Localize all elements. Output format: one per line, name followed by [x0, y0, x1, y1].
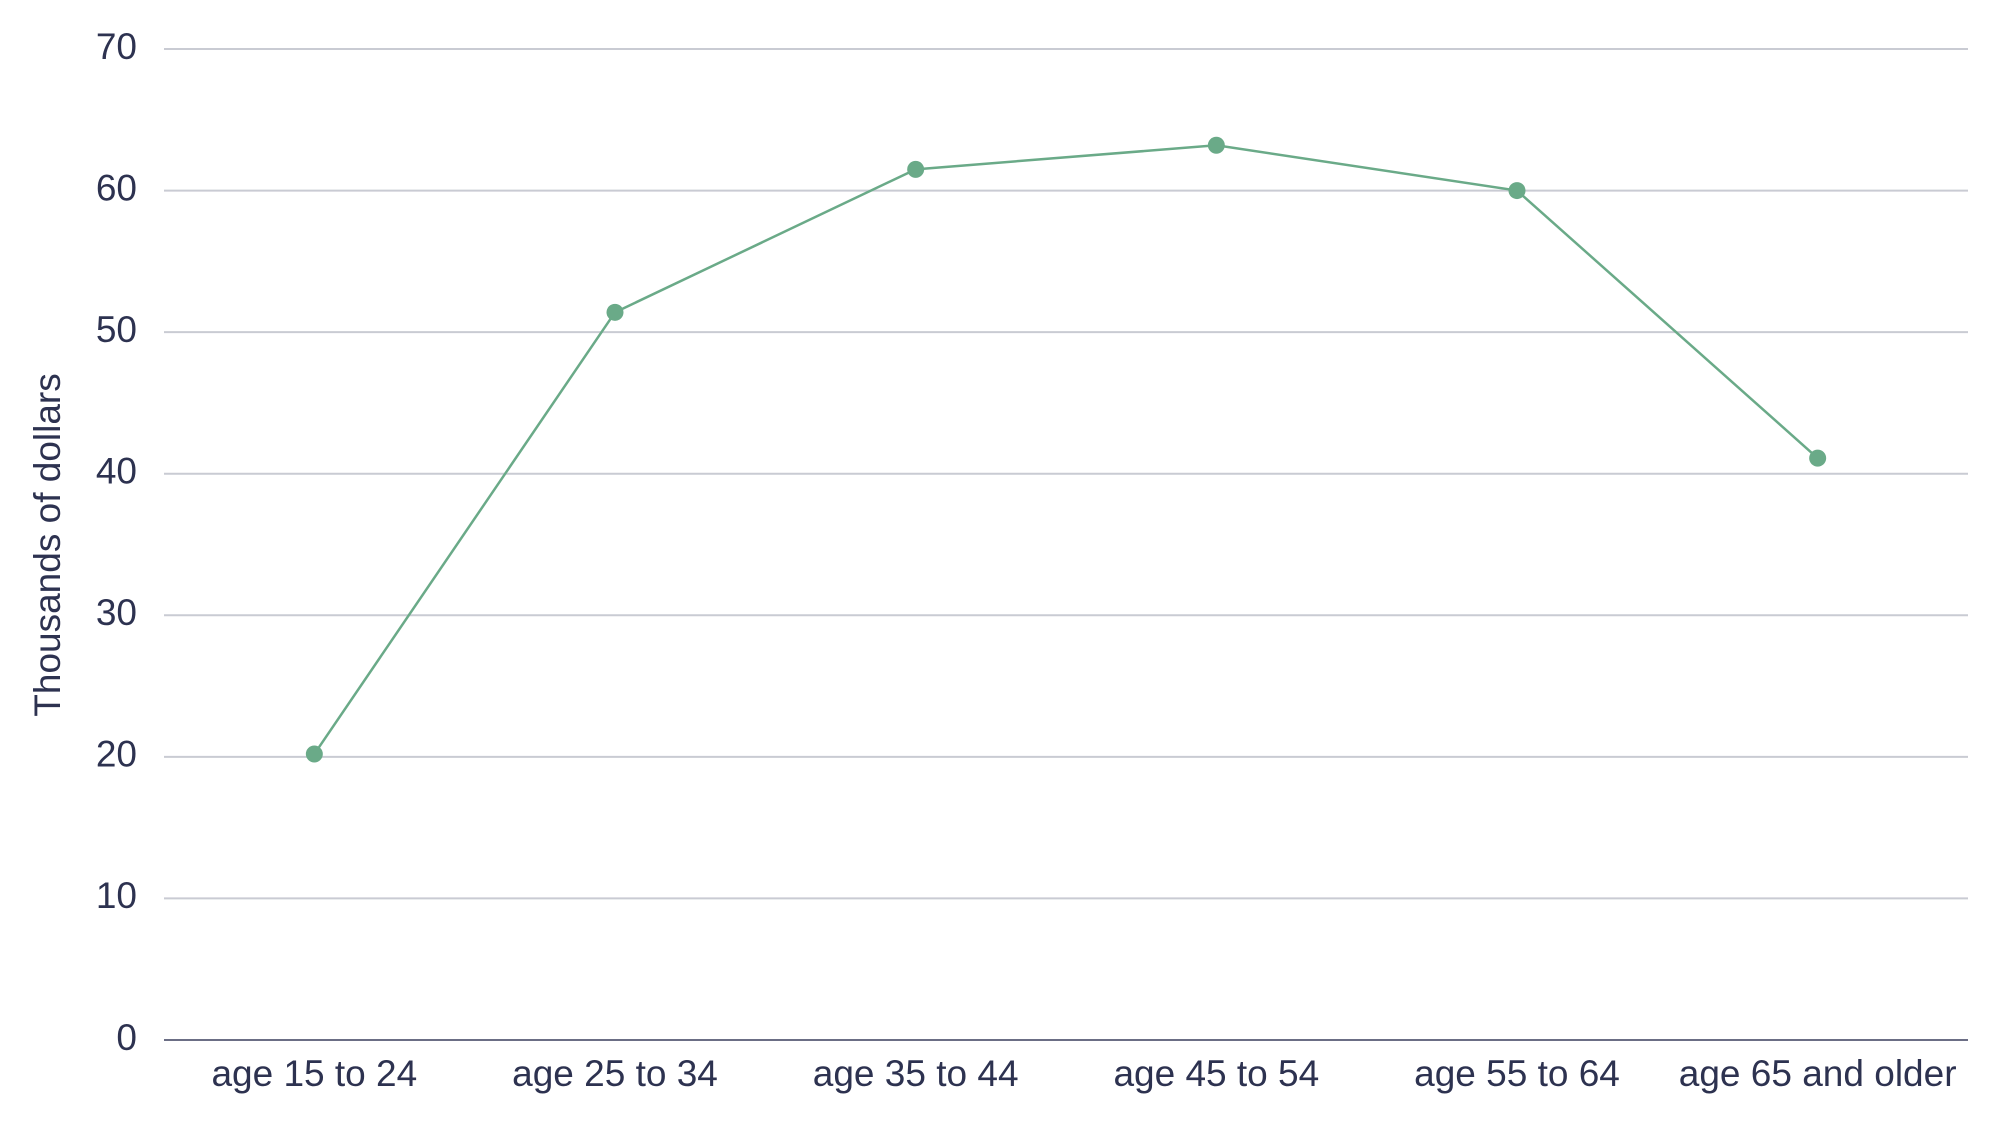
x-tick-label: age 15 to 24 — [211, 1053, 417, 1094]
y-axis-label: Thousands of dollars — [27, 373, 68, 716]
x-tick-label: age 55 to 64 — [1414, 1053, 1620, 1094]
line — [313, 144, 1819, 755]
y-tick-label: 0 — [116, 1017, 137, 1058]
y-tick-label: 10 — [96, 875, 137, 916]
x-tick-label: age 35 to 44 — [813, 1053, 1019, 1094]
y-tick-label: 50 — [96, 309, 137, 350]
y-tick-label: 60 — [96, 167, 137, 208]
point — [606, 303, 624, 321]
point — [1809, 449, 1827, 467]
x-tick-label: age 65 and older — [1679, 1053, 1957, 1094]
point — [1508, 182, 1526, 200]
x-tick-label: age 25 to 34 — [512, 1053, 718, 1094]
point — [1207, 136, 1225, 154]
point — [305, 745, 323, 763]
point — [907, 160, 925, 178]
y-tick-label: 70 — [96, 26, 137, 67]
y-tick-label: 40 — [96, 450, 137, 491]
y-tick-label: 20 — [96, 734, 137, 775]
y-tick-label: 30 — [96, 592, 137, 633]
x-tick-label: age 45 to 54 — [1113, 1053, 1319, 1094]
